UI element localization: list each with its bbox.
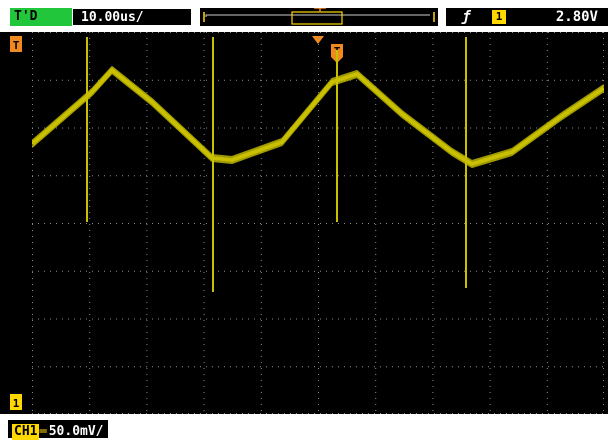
trigger-settings[interactable]: ƒ 1 2.80V xyxy=(446,8,608,26)
trigger-position-marker-icon[interactable] xyxy=(310,34,326,46)
timebase-readout[interactable]: 10.00us/ xyxy=(72,8,192,26)
trigger-level-readout: 2.80V xyxy=(555,9,598,25)
channel1-ground-marker-icon[interactable]: 1 xyxy=(10,394,24,412)
run-status-badge[interactable]: T'D xyxy=(10,8,72,26)
rising-edge-icon: ƒ xyxy=(462,9,471,25)
graticule xyxy=(32,32,604,414)
svg-text:T: T xyxy=(13,39,20,52)
dc-coupling-icon: ═ xyxy=(39,424,47,438)
trigger-source-badge: 1 xyxy=(492,10,506,24)
waveform-plot xyxy=(32,32,604,414)
waveform-overview-icon xyxy=(203,7,435,25)
scope-display[interactable]: T T 1 xyxy=(0,32,608,414)
channel1-label: CH1 xyxy=(12,424,40,440)
channel1-scale-badge[interactable]: CH1 ═ 50.0mV/ xyxy=(8,420,108,440)
channel1-scale-readout: 50.0mV/ xyxy=(48,424,104,439)
status-bar: T'D 10.00us/ ƒ 1 2.80V xyxy=(0,0,608,32)
svg-text:1: 1 xyxy=(13,397,20,410)
channel-info-bar: CH1 ═ 50.0mV/ xyxy=(0,414,608,444)
trigger-level-marker-icon[interactable]: T xyxy=(10,36,24,54)
memory-overview-bar[interactable] xyxy=(200,7,438,26)
channel1-waveform xyxy=(32,37,604,292)
